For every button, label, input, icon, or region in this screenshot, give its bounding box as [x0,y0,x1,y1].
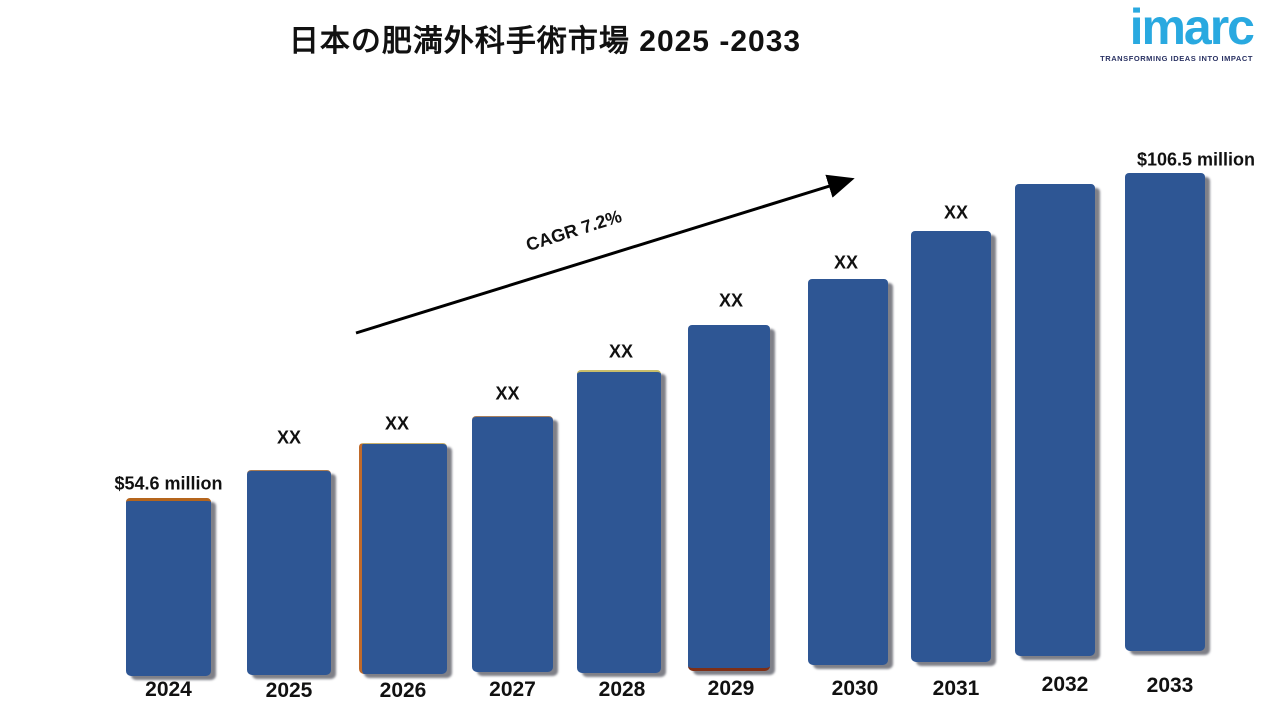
year-label-2031: 2031 [932,677,980,700]
year-label-2027: 2027 [489,678,536,701]
value-label-2026: XX [384,413,410,434]
year-label-2032: 2032 [1041,673,1089,696]
bar-2024 [126,498,211,676]
chart-title: 日本の肥満外科手術市場 2025 -2033 [288,25,802,58]
value-label-2033: $106.5 million [1136,149,1256,170]
year-label-2028: 2028 [598,678,646,701]
bar-2033 [1125,173,1205,651]
bar-2025 [247,470,331,675]
year-label-2026: 2026 [379,679,427,702]
year-label-2029: 2029 [707,677,755,700]
value-label-2025: XX [276,427,302,448]
value-label-2029: XX [718,290,744,311]
value-label-2028: XX [608,341,634,362]
value-label-2027: XX [495,383,520,404]
cagr-arrow-line [355,174,855,335]
cagr-annotation: CAGR 7.2% [523,206,625,255]
bar-2031 [911,231,991,662]
bar-2026 [359,443,447,674]
value-label-2031: XX [943,202,969,223]
imarc-logo-tagline: TRANSFORMING IDEAS INTO IMPACT [1100,53,1253,63]
bar-2029 [688,325,770,671]
year-label-2030: 2030 [831,677,879,700]
imarc-logo: imarc TRANSFORMING IDEAS INTO IMPACT [1100,0,1255,63]
year-label-2025: 2025 [265,679,313,702]
bar-2032 [1015,184,1095,656]
year-label-2024: 2024 [145,678,192,701]
imarc-logo-wordmark: imarc [1129,0,1255,55]
bar-2027 [472,416,553,672]
year-label-2033: 2033 [1146,674,1194,697]
value-label-2030: XX [833,252,859,273]
value-label-2024: $54.6 million [114,473,223,494]
bar-2028 [577,370,661,673]
bar-2030 [808,279,888,665]
